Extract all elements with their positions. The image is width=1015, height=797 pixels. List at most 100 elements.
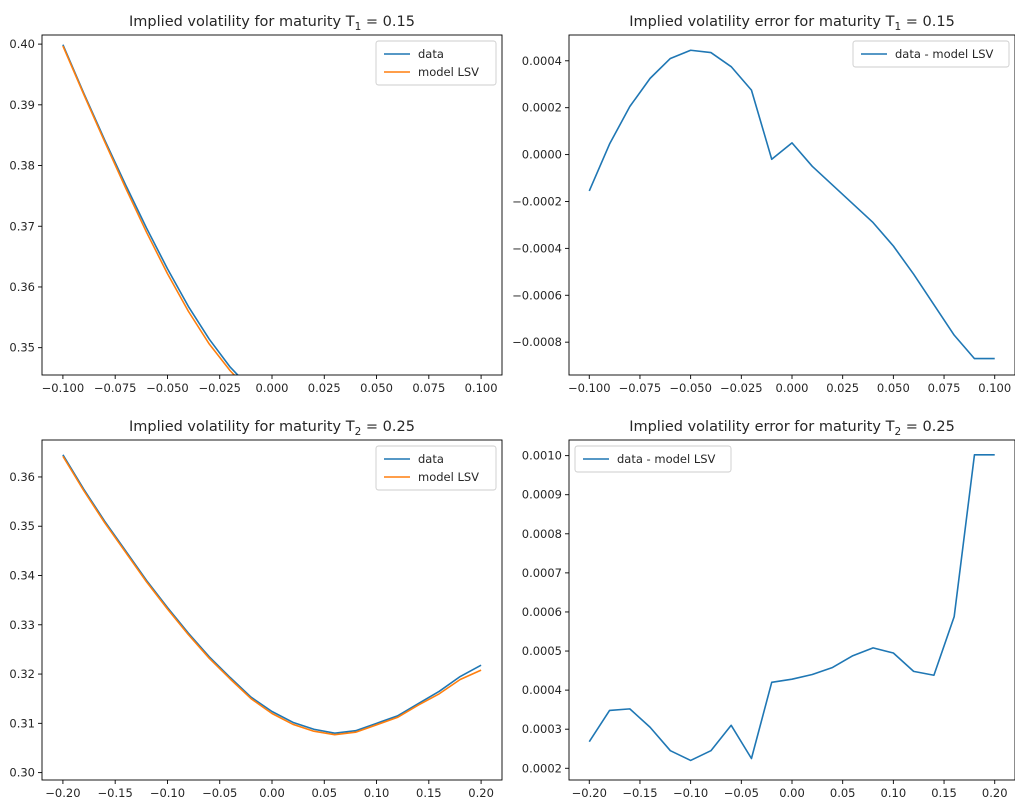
legend-label: data <box>418 452 444 466</box>
y-tick-label: 0.0002 <box>522 761 562 775</box>
y-tick-label: 0.0000 <box>522 148 562 162</box>
axes-frame <box>568 34 1015 376</box>
y-tick-label: 0.0003 <box>522 722 562 736</box>
chart-title: Implied volatility error for maturity T2… <box>629 419 955 438</box>
y-tick-label: 0.37 <box>9 219 35 233</box>
x-tick-label: −0.075 <box>619 381 662 395</box>
chart-title-subscript: 2 <box>355 426 362 438</box>
x-tick-label: 0.00 <box>779 786 805 797</box>
x-tick-label: 0.10 <box>364 786 390 797</box>
x-tick-label: −0.05 <box>724 786 759 797</box>
x-tick-label: 0.025 <box>826 381 859 395</box>
chart-panel-1: Implied volatility for maturity T1 = 0.1… <box>9 14 503 395</box>
x-tick-label: 0.100 <box>465 381 498 395</box>
x-tick-label: −0.10 <box>673 786 708 797</box>
y-tick-label: 0.39 <box>9 98 35 112</box>
y-tick-label: 0.0004 <box>522 683 562 697</box>
y-tick-label: 0.34 <box>9 569 35 583</box>
y-tick-label: 0.0008 <box>522 527 562 541</box>
series-line-1 <box>588 454 995 762</box>
x-tick-label: 0.000 <box>776 381 809 395</box>
y-tick-label: 0.0010 <box>522 449 562 463</box>
chart-title: Implied volatility for maturity T2 = 0.2… <box>129 419 415 438</box>
x-tick-label: 0.050 <box>360 381 393 395</box>
y-tick-label: −0.0008 <box>512 335 562 349</box>
y-tick-label: −0.0004 <box>512 241 562 255</box>
x-tick-label: 0.075 <box>928 381 961 395</box>
legend-box <box>574 445 732 473</box>
legend-label: data - model LSV <box>617 452 716 466</box>
x-tick-label: 0.05 <box>311 786 337 797</box>
y-tick-label: 0.0006 <box>522 605 562 619</box>
x-tick-label: −0.15 <box>98 786 133 797</box>
chart-title-suffix: = 0.15 <box>901 14 955 30</box>
legend: data - model LSV <box>852 40 1010 68</box>
series-line-2 <box>62 455 482 736</box>
x-tick-label: 0.050 <box>877 381 910 395</box>
legend: data - model LSV <box>574 445 732 473</box>
chart-title-subscript: 1 <box>355 21 362 33</box>
series-line-1 <box>588 49 995 360</box>
chart-title-suffix: = 0.25 <box>901 419 955 435</box>
x-tick-label: −0.100 <box>568 381 611 395</box>
legend-label: data <box>418 47 444 61</box>
y-tick-label: 0.30 <box>9 766 35 780</box>
chart-title-prefix: Implied volatility for maturity T <box>129 419 355 435</box>
x-tick-label: 0.20 <box>468 786 494 797</box>
y-tick-label: 0.32 <box>9 667 35 681</box>
x-tick-label: −0.20 <box>45 786 80 797</box>
x-tick-label: 0.10 <box>881 786 907 797</box>
legend-box <box>852 40 1010 68</box>
y-tick-label: −0.0002 <box>512 194 562 208</box>
x-tick-label: −0.15 <box>622 786 657 797</box>
chart-panel-2: Implied volatility error for maturity T1… <box>512 14 1015 395</box>
x-tick-label: −0.075 <box>94 381 137 395</box>
x-tick-label: −0.10 <box>150 786 185 797</box>
chart-title-subscript: 2 <box>894 426 901 438</box>
y-tick-label: 0.38 <box>9 159 35 173</box>
y-tick-label: 0.0005 <box>522 644 562 658</box>
x-tick-label: 0.00 <box>259 786 285 797</box>
chart-title-prefix: Implied volatility for maturity T <box>129 14 355 30</box>
y-tick-label: 0.0009 <box>522 488 562 502</box>
x-tick-label: 0.025 <box>308 381 341 395</box>
x-tick-label: 0.05 <box>830 786 856 797</box>
x-tick-label: −0.025 <box>720 381 763 395</box>
x-tick-label: 0.20 <box>982 786 1008 797</box>
y-tick-label: −0.0006 <box>512 288 562 302</box>
legend-label: model LSV <box>418 470 479 484</box>
x-tick-label: 0.100 <box>978 381 1011 395</box>
axes-frame <box>568 439 1015 781</box>
y-tick-label: 0.36 <box>9 280 35 294</box>
series-line-2 <box>62 45 236 375</box>
chart-title-suffix: = 0.15 <box>361 14 415 30</box>
chart-title-subscript: 1 <box>894 21 901 33</box>
x-tick-label: −0.025 <box>198 381 241 395</box>
y-tick-label: 0.0004 <box>522 54 562 68</box>
legend: data model LSV <box>375 445 497 491</box>
y-tick-label: 0.0007 <box>522 566 562 580</box>
y-tick-label: 0.35 <box>9 341 35 355</box>
series-line-1 <box>62 454 482 734</box>
x-tick-label: −0.20 <box>572 786 607 797</box>
chart-panel-4: Implied volatility error for maturity T2… <box>522 419 1015 797</box>
chart-title-suffix: = 0.25 <box>361 419 415 435</box>
y-tick-label: 0.0002 <box>522 101 562 115</box>
series-line-1 <box>62 44 239 375</box>
x-tick-label: −0.05 <box>202 786 237 797</box>
y-tick-label: 0.40 <box>9 37 35 51</box>
chart-panel-3: Implied volatility for maturity T2 = 0.2… <box>9 419 503 797</box>
y-tick-label: 0.31 <box>9 716 35 730</box>
x-tick-label: 0.15 <box>416 786 442 797</box>
chart-title-prefix: Implied volatility error for maturity T <box>629 14 894 30</box>
y-tick-label: 0.33 <box>9 618 35 632</box>
y-tick-label: 0.35 <box>9 519 35 533</box>
chart-title-prefix: Implied volatility error for maturity T <box>629 419 894 435</box>
chart-title: Implied volatility error for maturity T1… <box>629 14 955 33</box>
x-tick-label: −0.050 <box>669 381 712 395</box>
legend-box <box>375 445 497 491</box>
x-tick-label: 0.15 <box>931 786 957 797</box>
axes-frame <box>41 34 503 376</box>
legend-label: data - model LSV <box>895 47 994 61</box>
